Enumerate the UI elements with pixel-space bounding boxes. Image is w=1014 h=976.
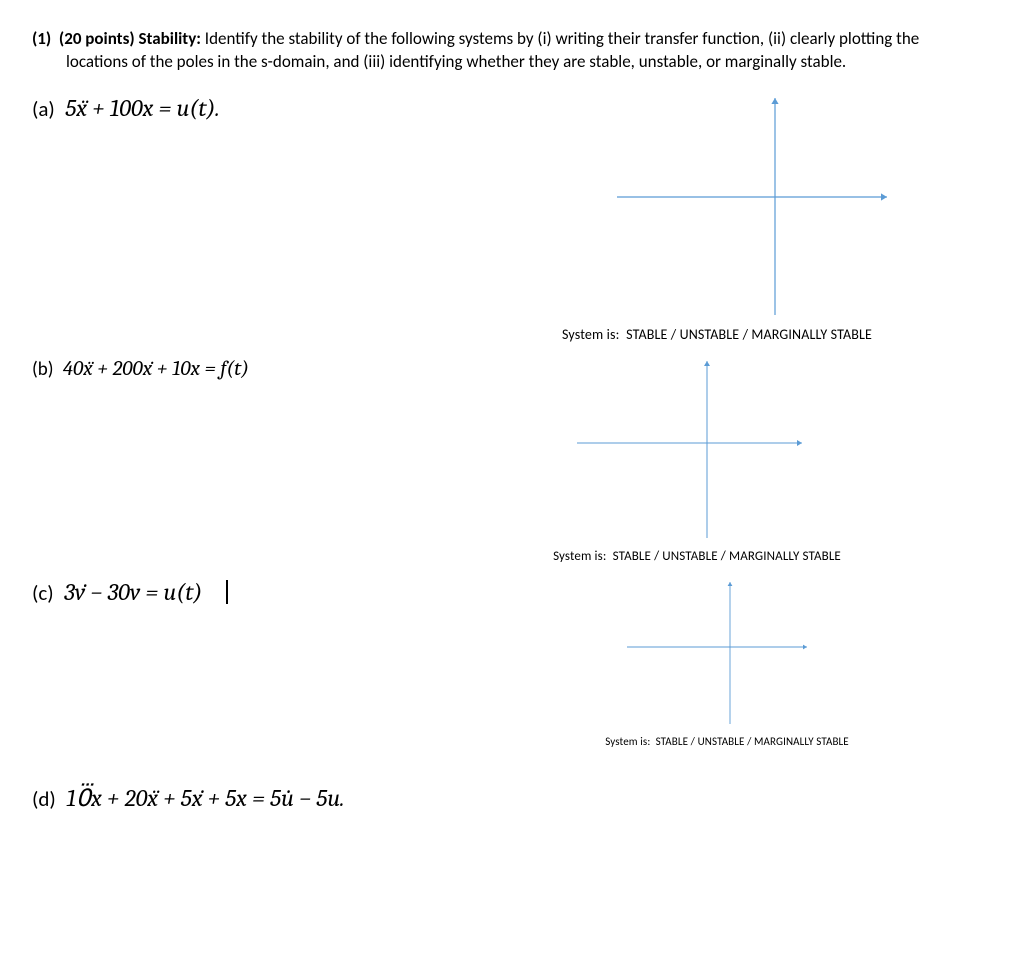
- stability-prompt-a: System is: STABLE / UNSTABLE / MARGINALL…: [452, 326, 982, 343]
- stability-prompt-c: System is: STABLE / UNSTABLE / MARGINALL…: [472, 735, 982, 748]
- part-c-equation-line: (c) 3v̇ − 30v = u(t): [32, 578, 472, 606]
- part-d-equation: 10⃛x + 20ẍ + 5ẋ + 5x = 5u̇ − 5u.: [66, 784, 344, 812]
- part-c: (c) 3v̇ − 30v = u(t) System is: STABLE /…: [32, 574, 982, 774]
- part-b-label: (b): [32, 358, 54, 381]
- question-title: Stability:: [139, 28, 201, 49]
- stability-options: STABLE / UNSTABLE / MARGINALLY STABLE: [656, 735, 849, 748]
- stability-options: STABLE / UNSTABLE / MARGINALLY STABLE: [613, 549, 841, 564]
- axes-b: [547, 353, 847, 543]
- part-a-equation-line: (a) 5ẍ + 100x = u(t).: [32, 94, 452, 122]
- part-a-label: (a): [32, 96, 55, 122]
- stability-options: STABLE / UNSTABLE / MARGINALLY STABLE: [626, 326, 872, 343]
- stability-prefix: System is:: [605, 735, 650, 748]
- part-a: (a) 5ẍ + 100x = u(t). System is: STABLE …: [32, 90, 982, 343]
- part-b: (b) 40ẍ + 200ẋ + 10x = f(t) System is: S…: [32, 353, 982, 564]
- stability-prefix: System is:: [553, 549, 606, 564]
- part-d-equation-line: (d) 10⃛x + 20ẍ + 5ẋ + 5x = 5u̇ − 5u.: [32, 784, 982, 812]
- text-cursor: [226, 580, 228, 604]
- part-c-equation: 3v̇ − 30v = u(t): [64, 578, 202, 606]
- part-a-equation: 5ẍ + 100x = u(t).: [65, 94, 219, 122]
- stability-prefix: System is:: [562, 326, 619, 343]
- part-b-equation: 40ẍ + 200ẋ + 10x = f(t): [63, 357, 249, 381]
- question-number: (1): [32, 28, 51, 49]
- axes-a: [527, 90, 907, 320]
- part-c-label: (c): [32, 580, 54, 606]
- part-b-equation-line: (b) 40ẍ + 200ẋ + 10x = f(t): [32, 357, 412, 381]
- stability-prompt-b: System is: STABLE / UNSTABLE / MARGINALL…: [412, 549, 982, 564]
- part-d-label: (d): [32, 786, 56, 812]
- question-points: (20 points): [59, 28, 135, 49]
- question-header: (1) (20 points) Stability: Identify the …: [32, 28, 982, 74]
- axes-c: [602, 574, 852, 729]
